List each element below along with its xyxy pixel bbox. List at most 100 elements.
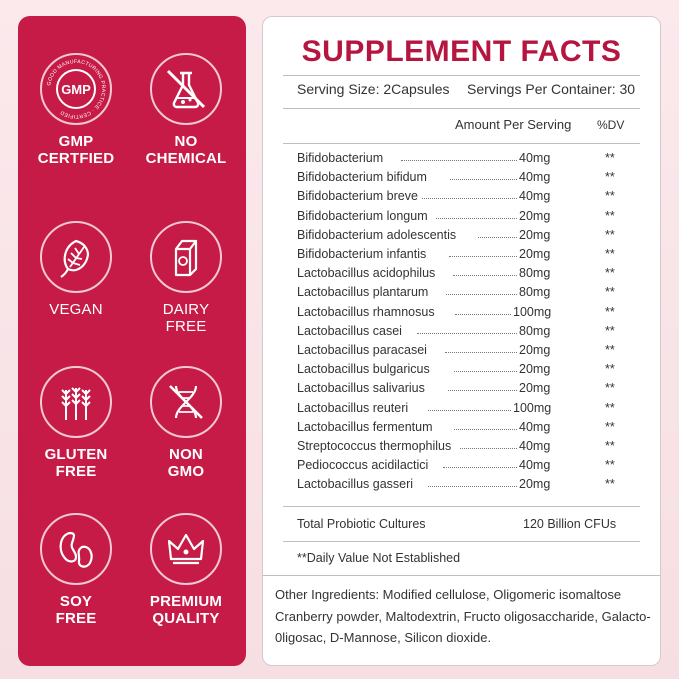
- ingredient-row: Lactobacillus casei 80mg **: [297, 324, 617, 343]
- dv-header: %DV: [597, 118, 625, 132]
- ingredient-dv: **: [605, 208, 615, 223]
- ingredient-amount: 40mg: [519, 458, 551, 473]
- dot-leader: [443, 467, 517, 469]
- soybean-icon: [40, 513, 112, 585]
- ingredient-row: Lactobacillus plantarum 80mg **: [297, 285, 617, 304]
- ingredient-amount: 20mg: [519, 477, 551, 492]
- badge-label: VEGAN: [49, 301, 103, 318]
- badge-dairy-free: DAIRY FREE: [130, 221, 242, 335]
- ingredient-dv: **: [605, 304, 615, 319]
- dot-leader: [453, 275, 517, 277]
- ingredient-row: Streptococcus thermophilus 40mg **: [297, 439, 617, 458]
- supplement-facts-panel: SUPPLEMENT FACTS Serving Size: 2Capsules…: [262, 16, 661, 666]
- ingredient-amount: 100mg: [513, 400, 552, 415]
- ingredient-name: Bifidobacterium breve: [297, 189, 418, 204]
- ingredient-name: Lactobacillus fermentum: [297, 419, 433, 434]
- ingredient-dv: **: [605, 381, 615, 396]
- no-chemical-icon: [150, 53, 222, 125]
- other-ingredients: Other Ingredients: Modified cellulose, O…: [275, 587, 651, 645]
- ingredient-amount: 40mg: [519, 170, 551, 185]
- ingredient-row: Lactobacillus fermentum 40mg **: [297, 420, 617, 439]
- badge-soy-free: SOY FREE: [20, 513, 132, 627]
- ingredient-dv: **: [605, 458, 615, 473]
- ingredient-name: Lactobacillus casei: [297, 323, 402, 338]
- ingredient-amount: 40mg: [519, 189, 551, 204]
- crown-icon: [150, 513, 222, 585]
- divider: [283, 108, 640, 109]
- ingredient-amount: 20mg: [519, 247, 551, 261]
- badge-label: PREMIUM QUALITY: [149, 593, 223, 627]
- ingredient-dv: **: [605, 266, 615, 281]
- dot-leader: [417, 332, 517, 334]
- dot-leader: [454, 428, 517, 430]
- servings-per-container: Servings Per Container: 30: [467, 81, 636, 97]
- gmp-certified-icon: GMP GOOD MANUFACTURING PRACTICE · CERTIF…: [40, 53, 112, 125]
- ingredient-amount: 80mg: [519, 323, 551, 338]
- ingredient-row: Lactobacillus gasseri 20mg **: [297, 477, 617, 496]
- ingredient-amount: 80mg: [519, 285, 551, 300]
- ingredient-name: Lactobacillus rhamnosus: [297, 304, 435, 319]
- badge-label: GLUTEN FREE: [44, 446, 108, 480]
- ingredient-name: Bifidobacterium infantis: [297, 247, 427, 261]
- wheat-icon: [40, 366, 112, 438]
- ingredient-name: Lactobacillus bulgaricus: [297, 362, 430, 377]
- ingredient-row: Bifidobacterium longum 20mg **: [297, 209, 617, 228]
- badge-vegan: VEGAN: [20, 221, 132, 318]
- badge-no-chemical: NO CHEMICAL: [130, 53, 242, 167]
- ingredient-name: Lactobacillus acidophilus: [297, 266, 436, 281]
- ingredient-name: Lactobacillus salivarius: [297, 381, 425, 396]
- ingredient-dv: **: [605, 419, 615, 434]
- ingredient-row: Bifidobacterium 40mg **: [297, 151, 617, 170]
- ingredient-name: Bifidobacterium: [297, 151, 384, 165]
- divider: [263, 575, 660, 576]
- gmp-seal-text: GMP: [61, 82, 91, 97]
- ingredient-dv: **: [605, 189, 615, 204]
- ingredient-row: Lactobacillus reuteri 100mg **: [297, 401, 617, 420]
- divider: [283, 506, 640, 507]
- ingredient-amount: 20mg: [519, 381, 551, 396]
- divider: [283, 75, 640, 76]
- dot-leader: [460, 448, 517, 449]
- total-cultures-label: Total Probiotic Cultures: [297, 517, 426, 531]
- ingredient-name: Bifidobacterium bifidum: [297, 170, 427, 185]
- ingredient-name: Lactobacillus gasseri: [297, 477, 414, 492]
- badge-label: NO CHEMICAL: [145, 133, 227, 167]
- dot-leader: [448, 390, 517, 392]
- ingredient-name: Bifidobacterium longum: [297, 208, 428, 223]
- facts-title: SUPPLEMENT FACTS: [301, 35, 622, 68]
- badge-non-gmo: NON GMO: [130, 366, 242, 480]
- badge-premium-quality: PREMIUM QUALITY: [130, 513, 242, 627]
- ingredient-dv: **: [605, 477, 615, 492]
- ingredient-dv: **: [605, 323, 615, 338]
- ingredient-amount: 100mg: [513, 304, 552, 319]
- divider: [283, 143, 640, 144]
- ingredient-dv: **: [605, 400, 615, 415]
- dot-leader: [478, 236, 517, 238]
- dna-icon: [150, 366, 222, 438]
- ingredient-row: Pediococcus acidilactici 40mg **: [297, 458, 617, 477]
- ingredient-row: Bifidobacterium bifidum 40mg **: [297, 170, 617, 189]
- dot-leader: [455, 313, 511, 315]
- ingredient-dv: **: [605, 247, 615, 261]
- ingredient-name: Lactobacillus reuteri: [297, 400, 409, 415]
- badge-gluten-free: GLUTEN FREE: [20, 366, 132, 480]
- ingredient-dv: **: [605, 439, 615, 453]
- ingredient-name: Lactobacillus plantarum: [297, 285, 429, 300]
- ingredient-amount: 40mg: [519, 419, 551, 434]
- dot-leader: [428, 486, 517, 488]
- ingredient-dv: **: [605, 151, 615, 165]
- badge-gmp: GMP GOOD MANUFACTURING PRACTICE · CERTIF…: [20, 53, 132, 167]
- ingredient-amount: 20mg: [519, 227, 551, 242]
- dot-leader: [422, 198, 517, 200]
- ingredient-name: Pediococcus acidilactici: [297, 458, 429, 473]
- ingredient-row: Lactobacillus bulgaricus 20mg **: [297, 362, 617, 381]
- ingredient-dv: **: [605, 362, 615, 377]
- ingredient-amount: 40mg: [519, 439, 551, 453]
- badge-label: GMP CERTFIED: [37, 133, 115, 167]
- badge-label: NON GMO: [167, 446, 205, 480]
- total-cultures-value: 120 Billion CFUs: [523, 517, 617, 531]
- serving-size: Serving Size: 2Capsules: [297, 81, 450, 97]
- ingredient-amount: 40mg: [519, 151, 551, 165]
- daily-value-footnote: **Daily Value Not Established: [297, 551, 461, 565]
- ingredient-row: Lactobacillus rhamnosus 100mg **: [297, 305, 617, 324]
